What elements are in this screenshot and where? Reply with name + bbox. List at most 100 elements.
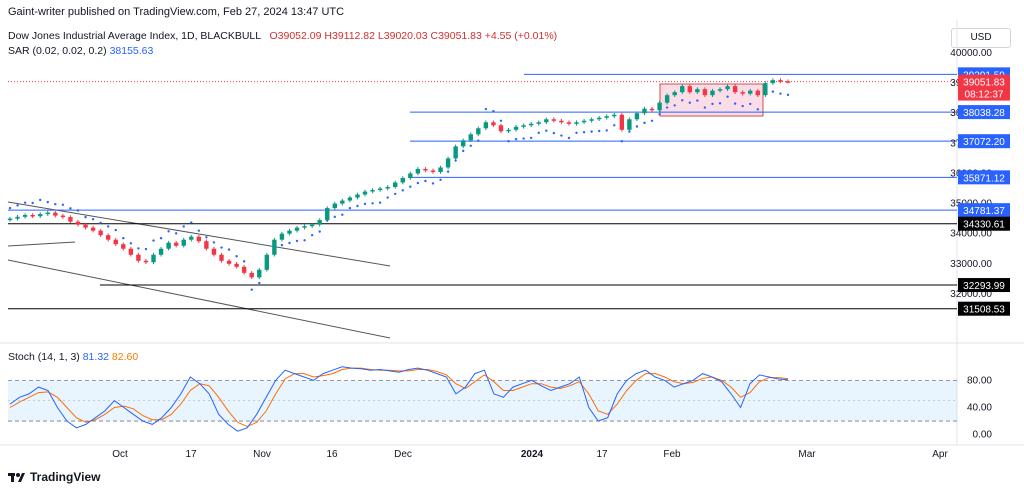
x-tick-label: Nov (253, 449, 271, 460)
candle-body (98, 230, 103, 236)
candle-body (612, 114, 617, 117)
sar-dot (152, 239, 155, 242)
sar-dot (61, 203, 65, 206)
candle-body (128, 248, 134, 255)
candle-body (770, 80, 776, 84)
candle-body (445, 158, 451, 168)
candle-body (687, 86, 693, 93)
sar-dot (567, 136, 571, 140)
sar-dot (658, 112, 661, 116)
sar-dot (288, 241, 291, 245)
candle-body (294, 227, 300, 231)
sar-dot (446, 170, 450, 173)
candle-body (151, 254, 156, 263)
sar-dot (205, 236, 208, 239)
sar-dot (91, 218, 95, 221)
horizontal-levels (8, 73, 957, 310)
sar-dot (174, 232, 178, 235)
candle-body (785, 81, 791, 83)
candle-body (83, 224, 88, 228)
candle-body (423, 168, 428, 171)
stoch-legend: Stoch (14, 1, 3) 81.32 82.60 (8, 351, 138, 363)
sar-dot (665, 106, 669, 109)
candle-body (468, 134, 473, 141)
candle-body (566, 122, 572, 124)
candle-body (491, 122, 496, 126)
candle-body (649, 108, 655, 111)
level-tag (958, 105, 1010, 120)
sar-dot (280, 243, 284, 247)
candle-body (574, 122, 579, 124)
candle-body (544, 119, 549, 123)
candle-body (105, 235, 111, 240)
sar-dot (779, 92, 782, 95)
sar-dot (197, 229, 201, 232)
candle-body (362, 191, 368, 195)
sar-dot (167, 230, 170, 233)
stoch-pane: 0.00 40.00 80.00 (8, 366, 992, 441)
sar-dot (620, 140, 624, 143)
sar-dot (129, 242, 133, 245)
candle-body (121, 244, 126, 249)
candle-body (355, 194, 360, 198)
x-tick-label: Oct (112, 449, 128, 460)
candle-body (400, 177, 405, 183)
candle-body (778, 80, 783, 82)
candle-body (68, 217, 73, 222)
x-tick-label: 16 (326, 449, 338, 460)
sar-dot (613, 124, 616, 127)
candle-body (370, 190, 375, 192)
level-tag (958, 216, 1010, 231)
candle-body (755, 90, 760, 96)
sar-label: SAR (0.02, 0.02, 0.2) (8, 45, 107, 57)
candle-body (7, 218, 13, 221)
sar-dot (749, 102, 752, 106)
tv-logo-icon (8, 473, 25, 482)
sar-dot (394, 192, 397, 196)
symbol-title: Dow Jones Industrial Average Index, 1D, … (8, 30, 261, 42)
candle-body (75, 221, 81, 225)
sar-dot (144, 247, 148, 251)
x-tick-label: 2024 (521, 449, 544, 460)
level-tag-text: 35871.12 (963, 173, 1005, 184)
sar-dot (159, 236, 163, 240)
candle-body (672, 92, 677, 96)
last-price-tag (958, 74, 1010, 101)
candle-body (604, 116, 609, 118)
y-tick-label: 34000.00 (950, 229, 992, 240)
sar-dot (295, 239, 299, 243)
candle-body (113, 239, 118, 245)
sar-dot (227, 248, 231, 251)
candle-body (596, 117, 602, 120)
sar-dot (76, 209, 80, 212)
tradingview-logo[interactable]: TradingView (8, 470, 100, 484)
sar-dot (46, 200, 49, 204)
candle-body (241, 266, 247, 273)
sar-dot (590, 130, 593, 133)
candle-body (22, 215, 28, 217)
sar-dot (696, 99, 699, 102)
sar-dot (582, 131, 586, 134)
sar-dot (756, 108, 759, 111)
candle-body (476, 128, 481, 135)
x-tick-label: Feb (663, 449, 681, 460)
stoch-tick-label: 40.00 (967, 402, 992, 413)
sar-dot (23, 201, 27, 204)
y-tick-label: 32000.00 (950, 289, 992, 300)
sar-dot (39, 198, 42, 202)
candle-body (143, 260, 149, 263)
main-legend: Dow Jones Industrial Average Index, 1D, … (8, 30, 557, 42)
sar-dot (114, 228, 117, 232)
sar-dot (424, 179, 427, 183)
candle-body (430, 170, 436, 172)
sar-dot (741, 104, 744, 108)
low-value: L39020.03 (377, 30, 428, 42)
sar-dot (477, 139, 480, 142)
sar-dot (409, 185, 412, 188)
high-value: H39112.82 (324, 30, 375, 42)
candle-body (506, 129, 511, 132)
candle-body (196, 236, 202, 242)
sar-value: 38155.63 (109, 45, 154, 57)
currency-button[interactable]: USD (951, 28, 1011, 48)
